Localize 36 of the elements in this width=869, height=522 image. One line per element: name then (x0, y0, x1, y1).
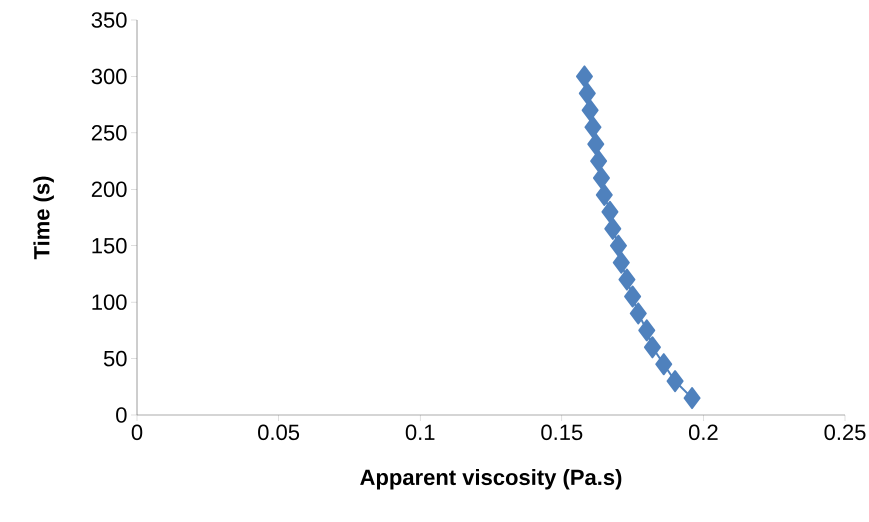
point (610, 234, 627, 257)
x-tick-label: 0.05 (258, 424, 300, 440)
point (684, 387, 701, 410)
y-tick-label: 150 (92, 238, 127, 254)
x-tick-label: 0.2 (688, 424, 718, 440)
x-tick-label: 0.25 (824, 424, 866, 440)
x-tick-label: 0 (132, 424, 142, 440)
y-axis-title: Time (s) (33, 176, 54, 260)
point (604, 218, 622, 240)
point (618, 268, 636, 291)
y-tick-label: 50 (104, 350, 127, 366)
x-tick-label: 0.1 (406, 424, 434, 440)
point (592, 167, 610, 189)
y-tick-label: 0 (116, 407, 127, 423)
point (644, 336, 661, 358)
x-tick-label: 0.15 (541, 424, 582, 440)
point (666, 370, 684, 392)
point (587, 133, 604, 156)
point (638, 319, 656, 342)
y-tick-label: 100 (92, 294, 127, 310)
point (630, 302, 647, 324)
point (576, 65, 593, 88)
point (584, 116, 602, 138)
y-tick-label: 350 (92, 12, 127, 28)
point (596, 184, 613, 206)
point (601, 200, 618, 223)
point (590, 150, 608, 172)
point (578, 82, 596, 104)
point (582, 99, 599, 122)
point (612, 252, 630, 274)
x-axis-title: Apparent viscosity (Pa.s) (360, 468, 622, 490)
y-tick-label: 300 (92, 68, 127, 84)
y-tick-label: 250 (92, 125, 127, 141)
point (655, 353, 672, 376)
point (624, 286, 642, 308)
y-tick-label: 200 (92, 181, 127, 198)
